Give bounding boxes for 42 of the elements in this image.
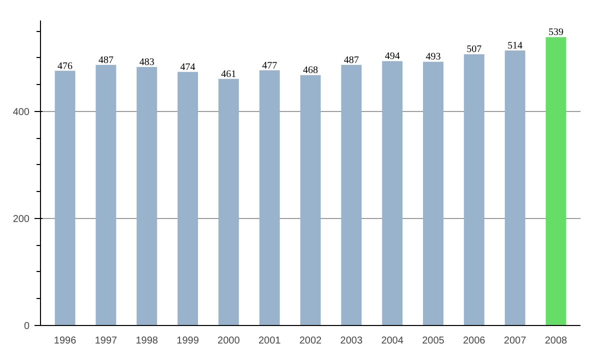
bar [423, 62, 444, 326]
bar [136, 67, 158, 326]
y-tick-label: 0 [24, 321, 30, 332]
x-tick-label: 2001 [258, 336, 282, 346]
x-tick-label: 1999 [176, 336, 200, 346]
data-label: 468 [303, 65, 318, 76]
bar [96, 64, 116, 326]
bar [54, 70, 76, 326]
data-label: 476 [58, 60, 73, 72]
y-tick-label: 400 [12, 106, 30, 118]
data-label: 487 [98, 54, 114, 66]
data-label: 514 [508, 40, 523, 52]
x-tick-label: 1998 [136, 336, 158, 346]
bar [546, 37, 566, 326]
bar [341, 64, 362, 326]
data-label: 507 [466, 44, 482, 56]
bar [259, 70, 280, 326]
x-tick-label: 2006 [463, 336, 486, 346]
bar [504, 50, 526, 326]
data-label: 539 [548, 27, 564, 38]
data-label: 494 [384, 51, 400, 62]
data-label: 493 [426, 52, 441, 63]
bar [382, 61, 403, 326]
bar [218, 78, 239, 326]
bar [300, 75, 321, 326]
bar [178, 72, 198, 326]
data-label: 483 [139, 57, 154, 68]
x-tick-label: 2004 [381, 336, 404, 346]
x-tick-label: 2002 [299, 336, 322, 346]
x-tick-label: 2008 [544, 336, 568, 346]
data-label: 461 [221, 68, 236, 80]
x-tick-label: 2007 [504, 336, 527, 346]
x-tick-label: 2005 [422, 336, 445, 346]
data-label: 474 [180, 62, 196, 73]
x-tick-label: 1996 [54, 336, 77, 346]
data-label: 487 [344, 54, 359, 66]
x-tick-label: 2000 [218, 336, 240, 346]
x-tick-label: 1997 [94, 336, 118, 346]
y-tick-label: 200 [12, 214, 30, 225]
bar [464, 54, 484, 326]
data-label: 477 [262, 60, 278, 72]
x-tick-label: 2003 [340, 336, 363, 346]
